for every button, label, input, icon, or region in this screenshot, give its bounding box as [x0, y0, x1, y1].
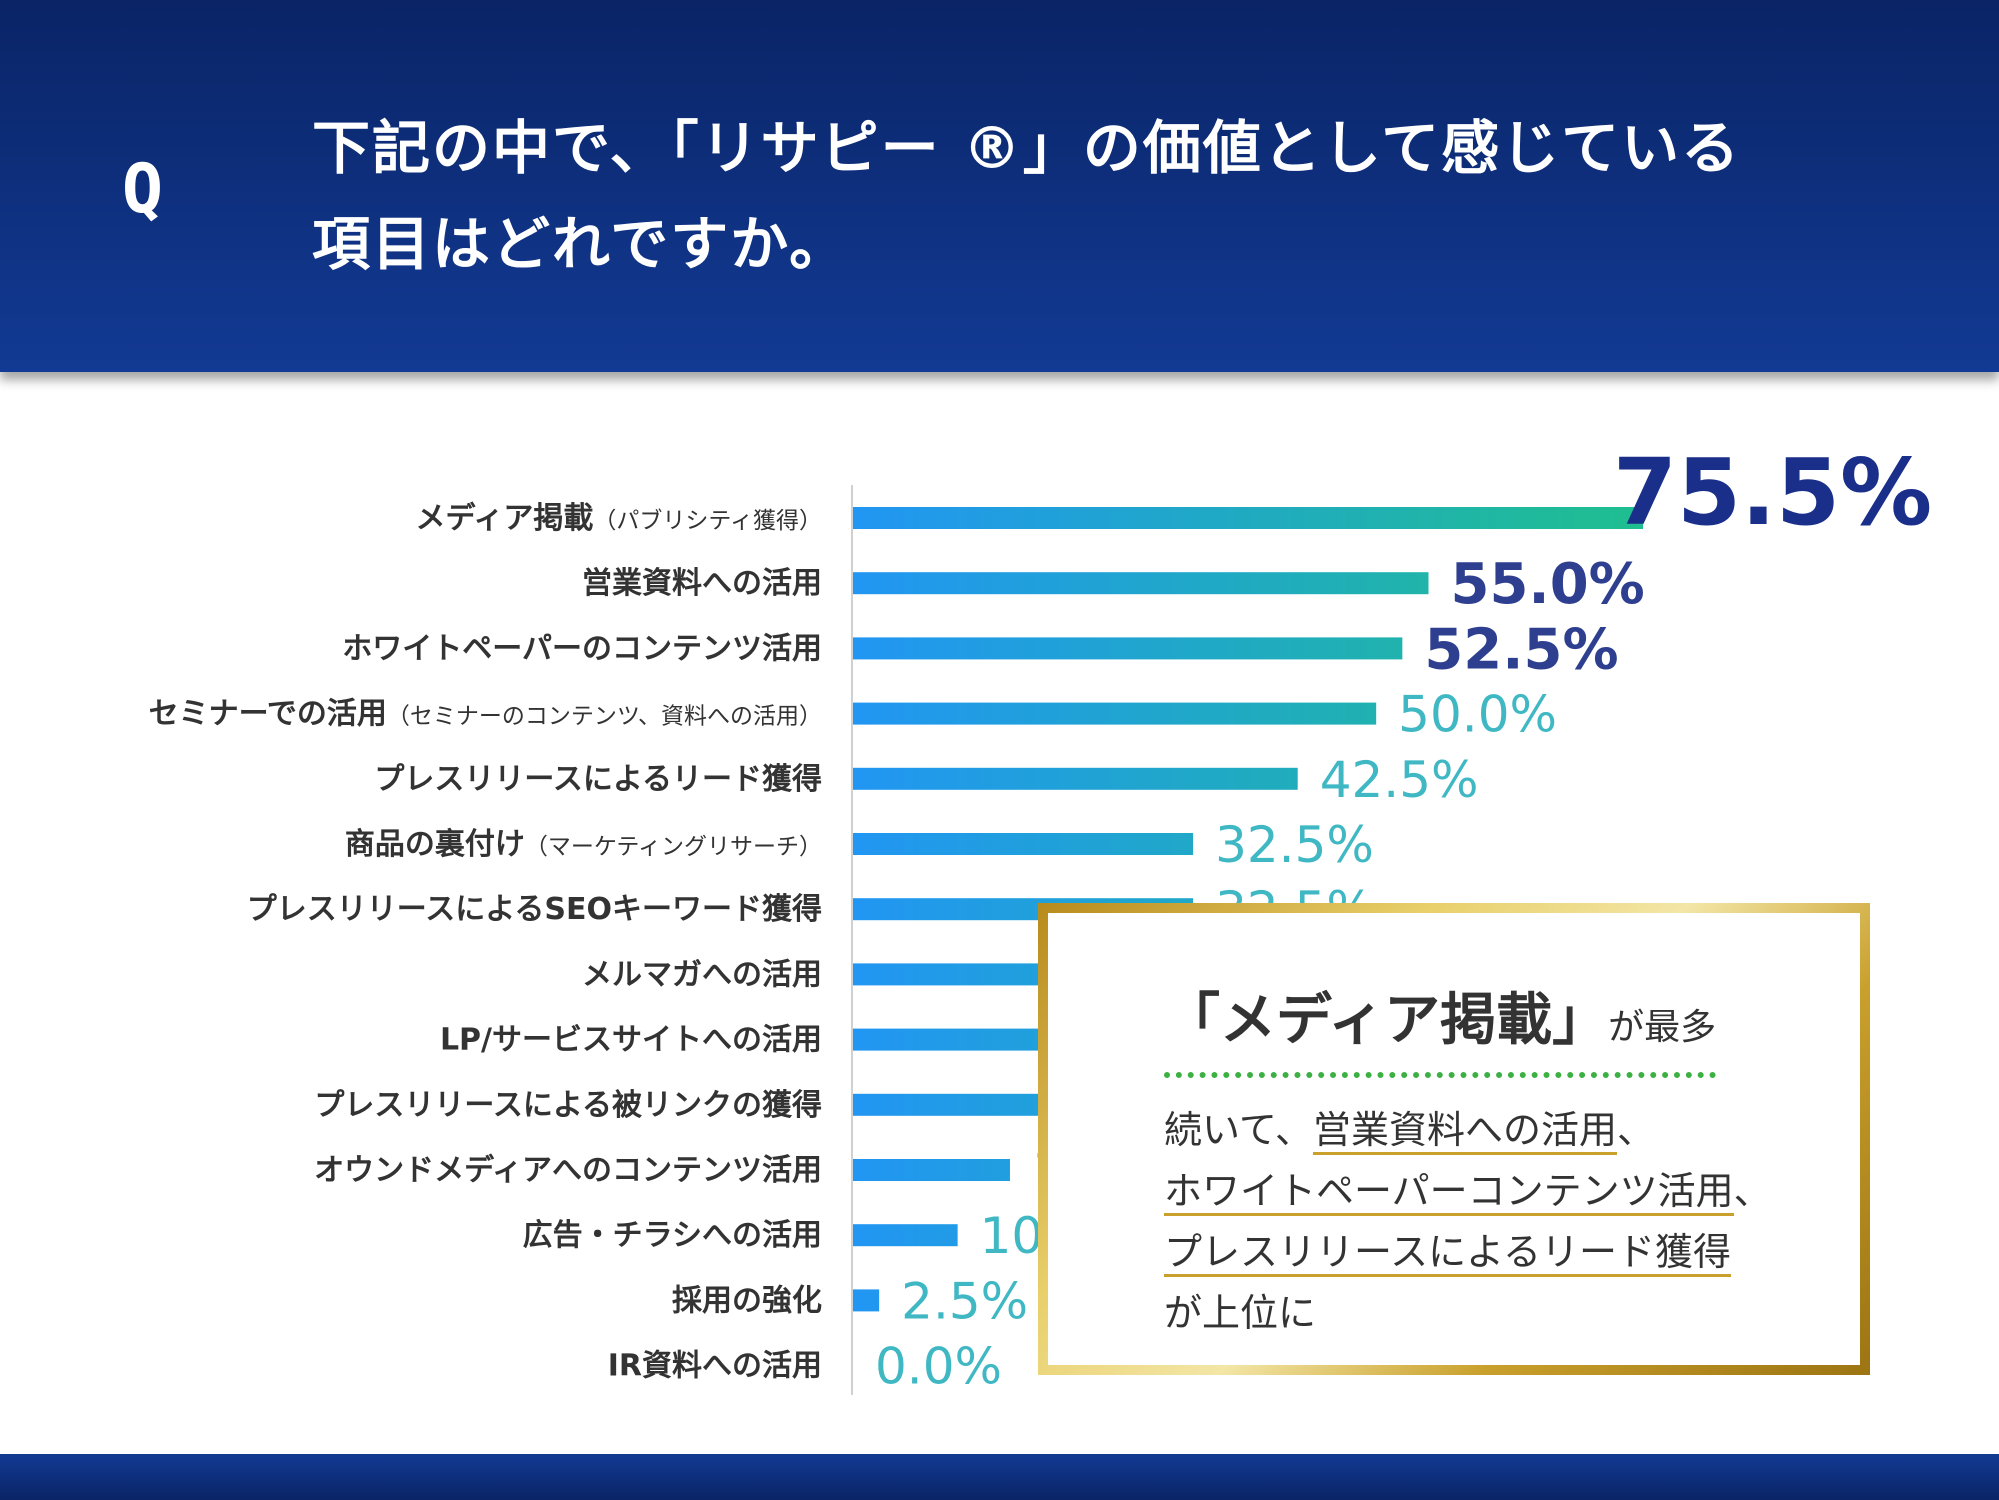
callout-title: 「メディア掲載」が最多 [1164, 975, 1717, 1078]
question-text: 下記の中で、「リサピー ®」の価値として感じている 項目はどれですか。 [312, 100, 1872, 292]
bar [853, 507, 1643, 529]
bar [853, 833, 1194, 855]
category-label: 広告・チラシへの活用 [523, 1218, 822, 1253]
category-label: プレスリリースによるリード獲得 [374, 762, 822, 797]
category-label-main: 採用の強化 [672, 1283, 822, 1318]
callout-title-close: 」 [1552, 988, 1609, 1053]
value-label: 52.5% [1424, 617, 1618, 682]
callout-line-2-highlight: ホワイトペーパーコンテンツ活用 [1164, 1169, 1734, 1216]
category-label-main: IR資料への活用 [608, 1349, 822, 1384]
callout-line-1-suffix: 、 [1616, 1108, 1655, 1152]
category-label-main: 営業資料への活用 [582, 566, 822, 601]
category-label: オウンドメディアへのコンテンツ活用 [314, 1153, 822, 1188]
question-mark-label: Q [122, 150, 163, 229]
summary-callout: 「メディア掲載」が最多 続いて、営業資料への活用、 ホワイトペーパーコンテンツ活… [1038, 903, 1870, 1375]
footer-bar [0, 1454, 1999, 1500]
category-label: メディア掲載（パブリシティ獲得） [415, 501, 822, 536]
callout-line-1-prefix: 続いて、 [1164, 1108, 1313, 1152]
callout-title-open: 「 [1164, 988, 1220, 1053]
category-label-main: プレスリリースによるリード獲得 [374, 762, 822, 797]
bar [853, 1289, 880, 1312]
category-label-main: LP/サービスサイトへの活用 [440, 1023, 822, 1058]
callout-line-4: が上位に [1164, 1291, 1317, 1335]
bar [853, 702, 1377, 725]
value-label: 50.0% [1398, 686, 1557, 744]
callout-line-2: ホワイトペーパーコンテンツ活用、 [1164, 1161, 1860, 1222]
callout-line-2-suffix: 、 [1733, 1169, 1772, 1213]
callout-line-3: プレスリリースによるリード獲得 [1164, 1222, 1860, 1283]
bar [853, 1159, 1010, 1181]
category-label: 営業資料への活用 [582, 566, 822, 601]
category-label: プレスリリースによる被リンクの獲得 [314, 1088, 822, 1123]
category-label-sub: （マーケティングリサーチ） [525, 834, 822, 860]
callout-line-3-highlight: プレスリリースによるリード獲得 [1164, 1230, 1731, 1277]
question-line-1: 下記の中で、「リサピー ®」の価値として感じている [312, 114, 1742, 182]
category-label-main: ホワイトペーパーのコンテンツ活用 [342, 631, 822, 666]
bar [853, 1224, 958, 1247]
question-line-2: 項目はどれですか。 [312, 210, 850, 278]
value-label: 32.5% [1215, 816, 1374, 874]
value-label: 55.0% [1450, 552, 1644, 617]
category-label-sub: （パブリシティ獲得） [593, 508, 822, 534]
bar [853, 637, 1403, 660]
callout-line-1: 続いて、営業資料への活用、 [1164, 1100, 1860, 1161]
category-label-main: オウンドメディアへのコンテンツ活用 [314, 1153, 822, 1188]
category-label-main: プレスリリースによるSEOキーワード獲得 [247, 892, 822, 927]
callout-title-main: メディア掲載 [1220, 988, 1553, 1053]
category-label-main: メディア掲載 [415, 501, 593, 536]
bar [853, 572, 1429, 595]
chart-svg: メディア掲載（パブリシティ獲得） 75.5%営業資料への活用 55.0%ホワイトペー… [149, 439, 1933, 1396]
callout-line-1-highlight: 営業資料への活用 [1312, 1108, 1617, 1155]
category-label: ホワイトペーパーのコンテンツ活用 [342, 631, 822, 666]
bar [853, 767, 1298, 790]
category-label-main: 広告・チラシへの活用 [523, 1218, 822, 1253]
category-label: メルマガへの活用 [582, 957, 822, 992]
value-label: 42.5% [1320, 751, 1479, 809]
category-label: セミナーでの活用（セミナーのコンテンツ、資料への活用） [149, 697, 822, 732]
category-label: LP/サービスサイトへの活用 [440, 1023, 822, 1058]
callout-title-suffix: が最多 [1608, 1007, 1717, 1048]
callout-body: 「メディア掲載」が最多 続いて、営業資料への活用、 ホワイトペーパーコンテンツ活… [1048, 913, 1860, 1365]
header-banner: Q 下記の中で、「リサピー ®」の価値として感じている 項目はどれですか。 [0, 0, 1999, 372]
value-label: 0.0% [875, 1338, 1002, 1396]
category-label-main: プレスリリースによる被リンクの獲得 [314, 1088, 822, 1123]
category-label-main: メルマガへの活用 [582, 957, 822, 992]
category-label-main: セミナーでの活用 [149, 697, 387, 732]
category-label: 商品の裏付け（マーケティングリサーチ） [345, 827, 822, 862]
category-label: IR資料への活用 [608, 1349, 822, 1384]
value-label: 75.5% [1613, 439, 1932, 546]
category-label-main: 商品の裏付け [345, 827, 525, 862]
category-label: プレスリリースによるSEOキーワード獲得 [247, 892, 822, 927]
category-label-sub: （セミナーのコンテンツ、資料への活用） [387, 704, 822, 730]
category-label: 採用の強化 [672, 1283, 822, 1318]
bar-chart: メディア掲載（パブリシティ獲得） 75.5% 営業資料への活用 55.0% ホワイトペー… [0, 380, 1999, 1430]
value-label: 2.5% [901, 1272, 1028, 1330]
